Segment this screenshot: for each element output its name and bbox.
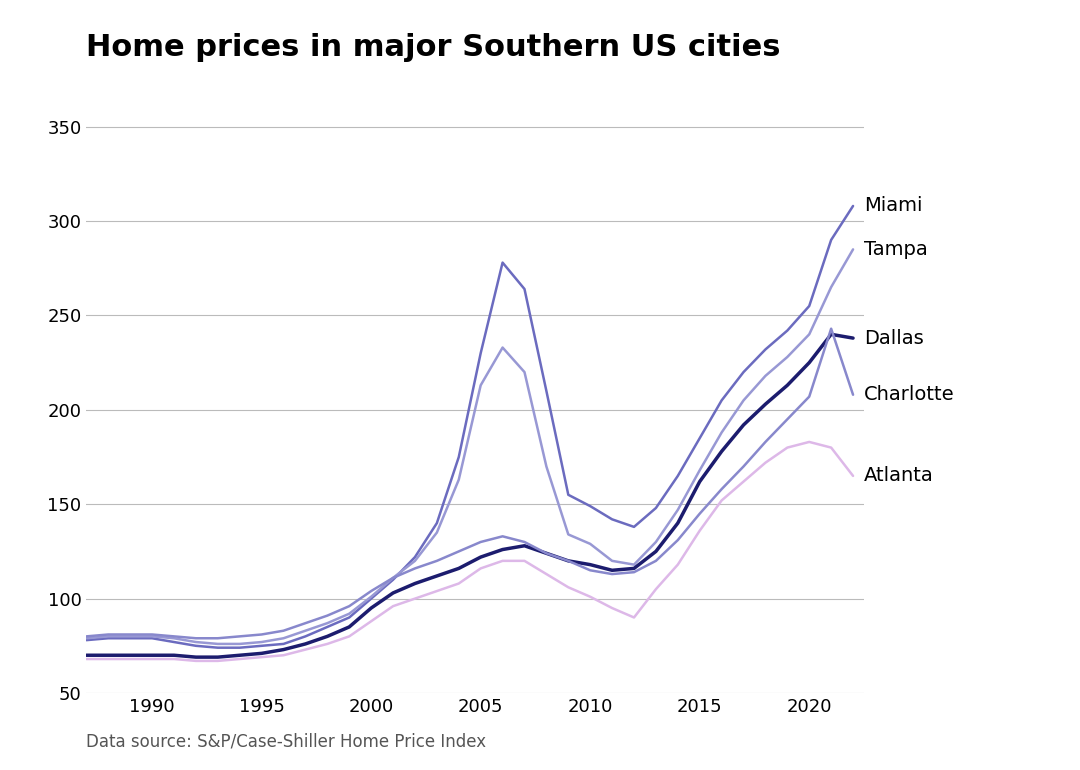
Text: Tampa: Tampa [864, 240, 928, 259]
Text: Dallas: Dallas [864, 329, 923, 347]
Text: Miami: Miami [864, 196, 922, 216]
Text: Atlanta: Atlanta [864, 467, 934, 485]
Text: Data source: S&P/Case-Shiller Home Price Index: Data source: S&P/Case-Shiller Home Price… [86, 733, 486, 751]
Text: Charlotte: Charlotte [864, 385, 955, 404]
Text: Home prices in major Southern US cities: Home prices in major Southern US cities [86, 32, 781, 62]
